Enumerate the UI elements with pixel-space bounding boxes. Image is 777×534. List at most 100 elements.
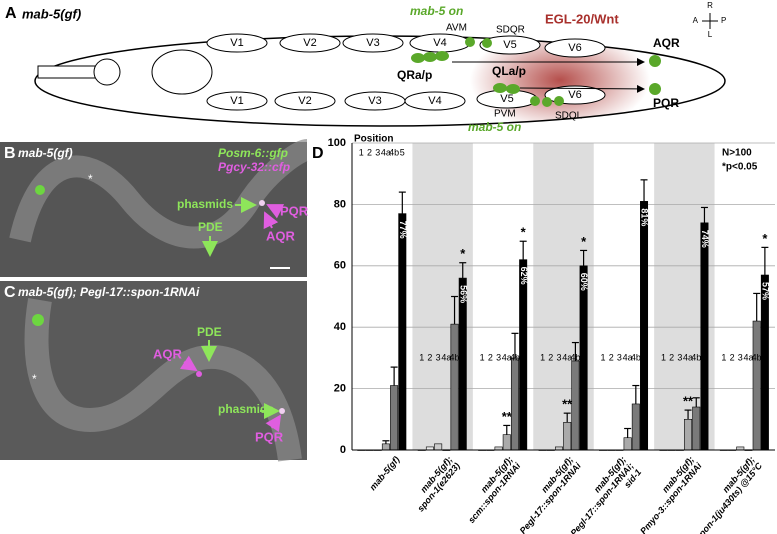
avm-cell [465,37,475,47]
cell-label: AQR [153,346,183,361]
bulb [93,58,121,86]
bar [381,443,390,451]
position-label: 3 [617,352,622,362]
cell-label: phasmids [218,402,274,416]
compass-label: A [693,16,699,25]
cell-label: V2 [303,37,316,49]
cell-label: PQR [280,203,309,218]
bar [640,201,649,451]
bar [752,320,761,451]
bar [458,277,467,451]
cell-label: PDE [197,325,222,339]
value-label: 60% [579,273,589,291]
cell-label: V1 [230,95,243,107]
significance: ** [502,409,513,424]
position-label: 4a [502,352,512,362]
bar [700,222,709,451]
pointer [265,414,282,433]
y-tick-label: 20 [334,383,346,395]
significance: * [762,231,768,246]
cell-label: AQR [653,36,680,50]
compass-label: P [721,16,726,25]
panel-letter: D [312,145,324,162]
worm [9,139,310,249]
q-cell [493,83,507,93]
pointer [266,204,285,219]
panel-letter: A [5,5,17,22]
y-tick-label: 40 [334,321,346,333]
cell-label: V5 [500,93,513,105]
q-cell [506,84,520,94]
cell-label: V5 [503,39,516,51]
cell-label: AVM [446,23,467,34]
position-label: 4a [683,352,693,362]
bar [623,437,632,451]
marker-label: Pgcy-32::cfp [218,160,290,174]
position-label: 4b [691,352,701,362]
cell [544,38,606,58]
y-tick-label: 100 [328,137,346,149]
position-label: 2 [669,352,674,362]
position-label: 2 [730,352,735,362]
position-label: 2 [548,352,553,362]
x-tick-label: spon-1(ju430ts) @15°C [694,460,765,534]
note: *p<0.05 [722,162,758,173]
cell-label: PQR [653,96,679,110]
pointer [263,211,279,230]
y-tick-label: 60 [334,260,346,272]
compass: R A P L [693,1,727,39]
value-label: 62% [519,267,529,285]
panel-d: D Position N>100 *p<0.05 0 20 40 60 80 100 1 1 1… [312,134,775,534]
position-label: 4a [381,147,391,157]
note: N>100 [722,148,752,159]
cell-label: PQR [255,429,284,444]
cell-label: QRa/p [397,68,432,82]
position-label: 1 [359,147,364,157]
cell-label: V2 [298,95,311,107]
compass-label: L [708,30,713,39]
asterisk: * [88,172,93,186]
bar [631,403,640,451]
significance: ** [562,397,573,412]
cell-label: PVM [494,109,516,120]
significance: * [581,234,587,249]
fluorescence [196,371,202,377]
cell-label: PDE [198,220,223,234]
cell-label: V6 [568,42,581,54]
cell-label: QLa/p [492,64,526,78]
position-label: 3 [496,352,501,362]
cell-label: AQR [266,228,296,243]
position-label: 1 [601,352,606,362]
position-label: 5 [460,352,465,362]
position-label: 4b [752,352,762,362]
cell-label: V6 [568,89,581,101]
annotation: mab-5 on [410,4,463,18]
position-label: 3 [556,352,561,362]
value-label: 81% [640,208,650,226]
q-cell [423,52,437,62]
bar [571,360,580,451]
fluorescence [35,185,45,195]
x-tick-label: Pmyo-3::spon-1RNAi [638,460,704,534]
panel-b: B mab-5(gf) Posm-6::gfp Pgcy-32::cfp * p… [0,139,310,277]
x-tick-label: Pegl-17::spon-1RNAi [518,460,584,534]
position-label: 2 [367,147,372,157]
position-label: 5 [400,147,405,157]
position-label: 4a [743,352,753,362]
position-label: 3 [738,352,743,362]
bar [434,443,443,451]
pvm-cell [530,96,540,106]
position-label: 4b [389,147,399,157]
bulb [151,49,213,95]
fluorescence [259,200,265,206]
value-label: 57% [761,282,771,300]
position-label: 5 [702,352,707,362]
position-label: 4b [450,352,460,362]
position-label: 5 [521,352,526,362]
y-tick-label: 80 [334,198,346,210]
sdql-cell [554,96,564,106]
y-tick-label: 0 [340,444,346,456]
position-label: 5 [642,352,647,362]
bar [510,357,519,451]
sdqr-cell [482,38,492,48]
